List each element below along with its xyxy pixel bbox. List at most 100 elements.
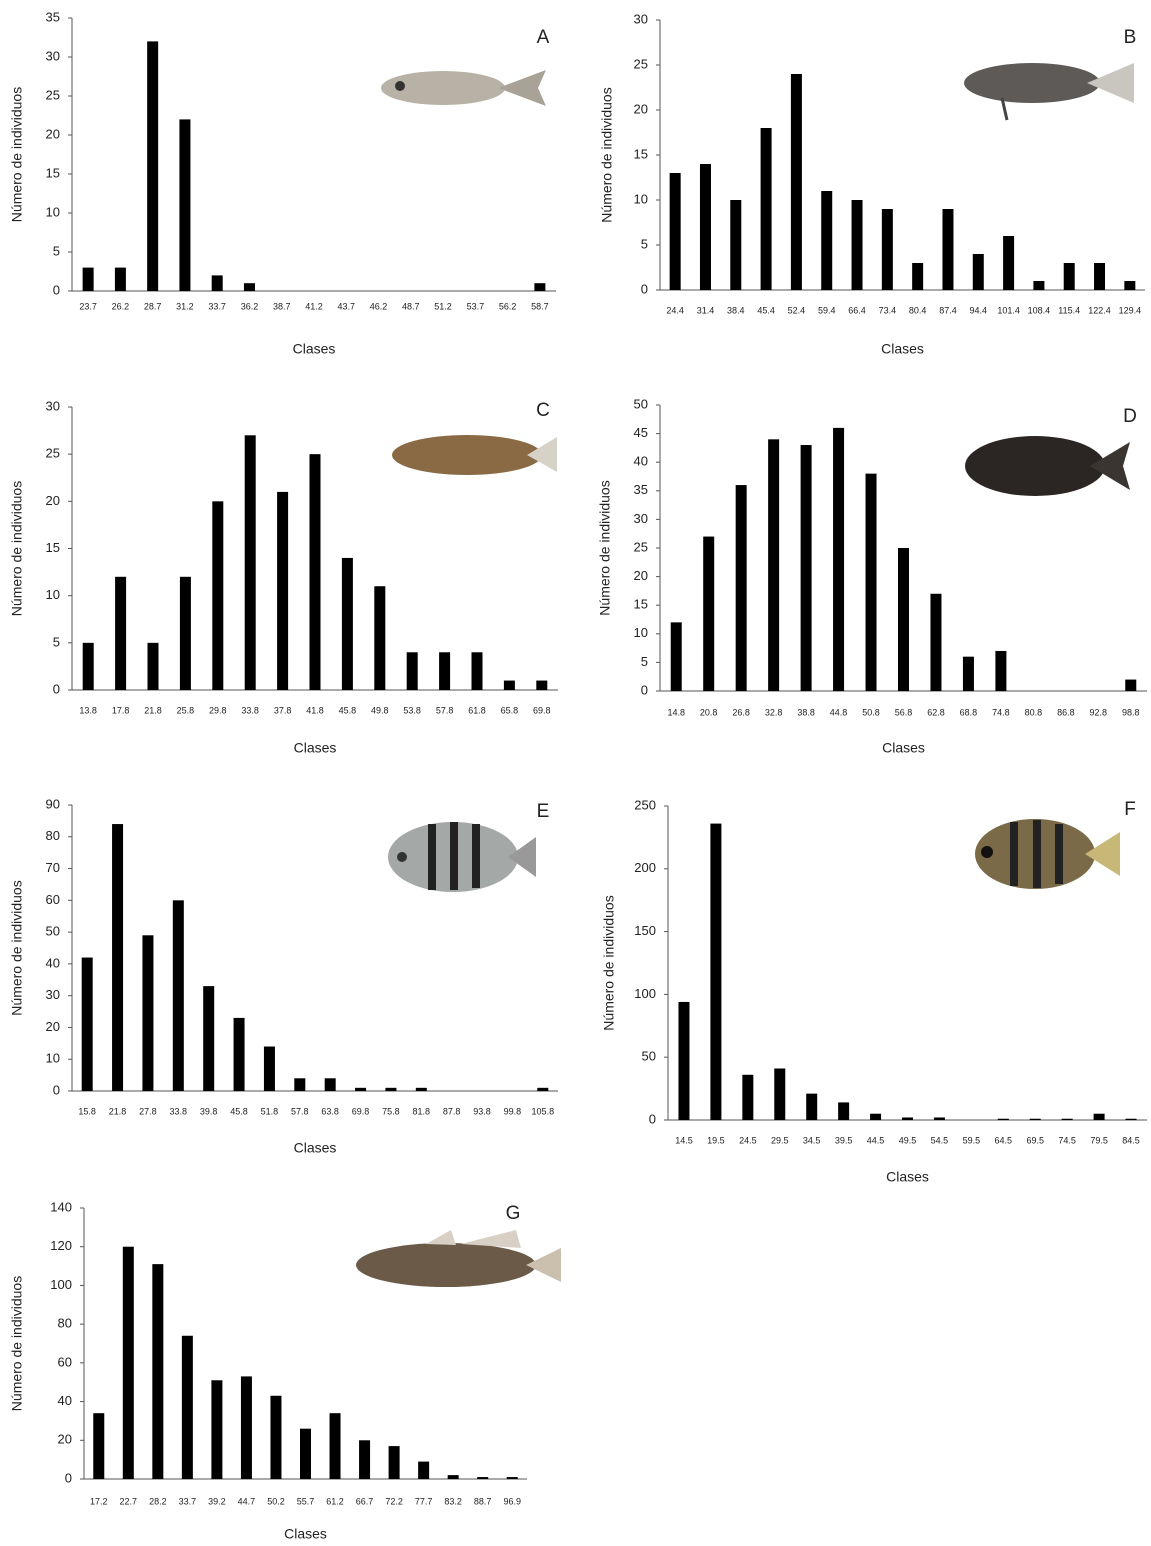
bar	[325, 1078, 336, 1091]
x-tick-label: 26.2	[112, 301, 130, 311]
bar	[115, 268, 126, 291]
panel-letter: F	[1124, 799, 1136, 820]
x-tick-label: 44.8	[830, 707, 848, 717]
panel-letter: A	[537, 27, 550, 48]
bar	[355, 1088, 366, 1091]
x-tick-label: 37.8	[274, 705, 292, 715]
x-tick-label: 50.8	[862, 707, 880, 717]
bar	[838, 1102, 849, 1120]
bar	[678, 1002, 689, 1120]
bar	[995, 651, 1006, 691]
x-tick-label: 68.8	[960, 707, 978, 717]
x-tick-label: 54.5	[931, 1135, 949, 1145]
x-tick-label: 46.2	[370, 301, 388, 311]
x-tick-label: 43.7	[338, 301, 356, 311]
y-tick-label: 0	[641, 682, 648, 697]
x-tick-label: 26.8	[732, 707, 750, 717]
y-tick-label: 25	[634, 56, 648, 71]
y-tick-label: 15	[634, 597, 648, 612]
x-tick-label: 53.7	[467, 301, 485, 311]
bar	[477, 1477, 488, 1479]
bar	[407, 652, 418, 690]
x-tick-label: 88.7	[474, 1496, 492, 1506]
bar	[671, 622, 682, 691]
y-tick-label: 10	[46, 587, 60, 602]
y-tick-label: 200	[634, 860, 656, 875]
x-tick-label: 55.7	[297, 1496, 315, 1506]
y-tick-label: 15	[46, 540, 60, 555]
x-tick-label: 41.2	[305, 301, 323, 311]
bar	[791, 74, 802, 290]
x-tick-label: 13.8	[79, 705, 97, 715]
bar	[1125, 680, 1136, 691]
x-tick-label: 69.8	[352, 1106, 370, 1116]
y-axis-label: Número de individuos	[9, 880, 25, 1015]
bar	[1094, 1114, 1105, 1120]
x-tick-label: 34.5	[803, 1135, 821, 1145]
x-tick-label: 59.5	[963, 1135, 981, 1145]
fish-d	[965, 436, 1130, 496]
x-tick-label: 29.8	[209, 705, 227, 715]
panel-letter: D	[1123, 406, 1137, 427]
bar	[83, 268, 94, 291]
x-axis-label: Clases	[886, 1169, 929, 1185]
x-tick-label: 38.7	[273, 301, 291, 311]
bar	[833, 428, 844, 691]
x-tick-label: 33.8	[241, 705, 259, 715]
bar	[182, 1336, 193, 1479]
y-tick-label: 70	[46, 860, 60, 875]
bar	[898, 548, 909, 691]
x-tick-label: 23.7	[79, 301, 97, 311]
panel-letter: E	[537, 801, 550, 822]
x-tick-label: 94.4	[970, 305, 988, 315]
bar	[998, 1119, 1009, 1120]
bar	[1003, 236, 1014, 290]
bar	[973, 254, 984, 290]
x-tick-label: 122.4	[1088, 305, 1111, 315]
y-tick-label: 120	[50, 1238, 72, 1253]
x-tick-label: 44.7	[238, 1496, 256, 1506]
x-tick-label: 53.8	[403, 705, 421, 715]
y-tick-label: 30	[46, 48, 60, 63]
x-tick-label: 28.7	[144, 301, 162, 311]
fish-a	[381, 70, 546, 106]
x-tick-label: 52.4	[788, 305, 806, 315]
bar	[330, 1413, 341, 1479]
x-tick-label: 81.8	[413, 1106, 431, 1116]
bar	[1126, 1119, 1137, 1120]
x-tick-label: 87.4	[939, 305, 957, 315]
x-tick-label: 50.2	[267, 1496, 285, 1506]
y-axis-label: Número de individuos	[9, 87, 25, 222]
x-tick-label: 21.8	[109, 1106, 127, 1116]
x-tick-label: 69.8	[533, 705, 551, 715]
x-tick-label: 98.8	[1122, 707, 1140, 717]
bar	[534, 283, 545, 291]
y-tick-label: 150	[634, 923, 656, 938]
y-tick-label: 10	[46, 204, 60, 219]
bar	[241, 1376, 252, 1479]
bar	[211, 1380, 222, 1479]
bar	[294, 1078, 305, 1091]
x-tick-label: 66.7	[356, 1496, 374, 1506]
y-tick-label: 40	[46, 955, 60, 970]
bar	[389, 1446, 400, 1479]
y-tick-label: 30	[634, 11, 648, 26]
x-tick-label: 33.8	[170, 1106, 188, 1116]
bar	[821, 191, 832, 290]
x-axis-label: Clases	[284, 1526, 327, 1542]
x-tick-label: 27.8	[139, 1106, 157, 1116]
x-tick-label: 129.4	[1119, 305, 1142, 315]
bar	[203, 986, 214, 1091]
y-tick-label: 20	[46, 493, 60, 508]
bar	[112, 824, 123, 1091]
x-tick-label: 44.5	[867, 1135, 885, 1145]
x-tick-label: 56.2	[499, 301, 517, 311]
x-axis-label: Clases	[882, 740, 925, 756]
bar	[147, 41, 158, 291]
y-tick-label: 100	[634, 986, 656, 1001]
x-tick-label: 39.8	[200, 1106, 218, 1116]
x-tick-label: 63.8	[321, 1106, 339, 1116]
bar	[963, 657, 974, 691]
bar	[93, 1413, 104, 1479]
y-tick-label: 100	[50, 1277, 72, 1292]
